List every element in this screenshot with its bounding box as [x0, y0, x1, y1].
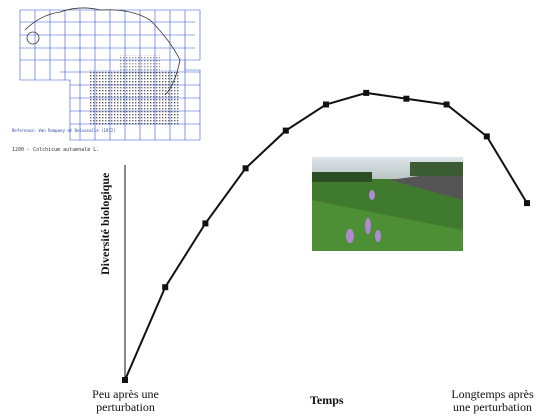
marker: [202, 220, 209, 227]
marker: [323, 101, 329, 108]
marker: [363, 89, 370, 96]
x-axis-label: Temps: [310, 393, 344, 407]
map-caption: 1200 - Colchicum autumnale L.: [12, 147, 100, 153]
x-tick-label: Longtemps après une perturbation: [451, 387, 534, 414]
marker: [122, 377, 128, 383]
marker: [483, 133, 490, 140]
x-tick-label: Peu après une perturbation: [92, 387, 159, 414]
marker: [443, 101, 450, 108]
marker: [282, 127, 289, 134]
marker: [403, 95, 410, 102]
distribution-map: [19, 7, 201, 141]
photo: [312, 157, 463, 251]
marker: [524, 200, 530, 207]
marker: [242, 165, 249, 172]
marker: [162, 284, 169, 291]
y-axis-label: Diversité biologique: [98, 172, 112, 275]
